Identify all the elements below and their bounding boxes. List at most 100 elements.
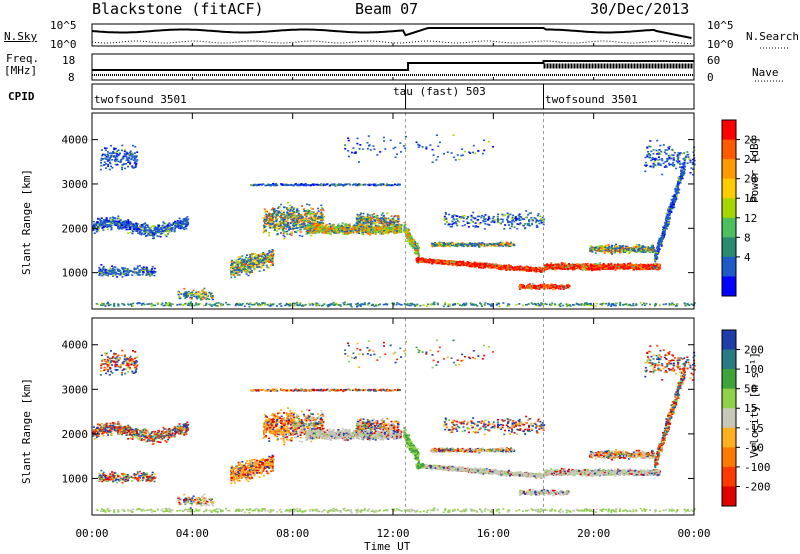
- power-echo-cell: [202, 294, 205, 297]
- power-echo-cell: [362, 216, 365, 219]
- nsearch-line: [91, 40, 692, 45]
- power-echo-cell: [112, 155, 115, 157]
- power-echo-cell: [201, 298, 204, 301]
- power-echo-cell: [271, 225, 274, 227]
- power-echo-cell: [232, 261, 235, 264]
- power-echo-cell: [113, 148, 116, 151]
- power-echo-cell: [396, 229, 399, 231]
- power-echo-cell: [260, 261, 263, 263]
- power-echo-cell: [276, 213, 278, 216]
- power-echo-cell: [368, 215, 371, 218]
- power-echo-cell: [305, 214, 308, 216]
- power-echo-cell: [319, 213, 322, 215]
- power-echo-cell: [268, 225, 271, 227]
- power-echo-cell: [150, 226, 153, 229]
- power-echo-cell: [319, 209, 322, 211]
- power-echo-cell: [275, 226, 278, 228]
- power-echo-cell: [120, 149, 123, 152]
- power-echo-cell: [323, 227, 326, 230]
- power-echo-cell: [251, 259, 254, 262]
- power-echo-cell: [337, 223, 340, 226]
- power-echo-cell: [113, 220, 116, 222]
- power-echo-cell: [291, 226, 294, 229]
- power-echo-cell: [124, 225, 127, 228]
- power-echo-cell: [270, 213, 273, 215]
- power-echo-cell: [311, 222, 314, 225]
- power-echo-cell: [127, 219, 130, 221]
- power-echo-cell: [235, 261, 238, 263]
- power-echo-cell: [293, 206, 296, 209]
- power-echo-cell: [146, 229, 149, 231]
- power-echo-cell: [250, 184, 253, 186]
- power-echo-cell: [290, 221, 293, 223]
- power-echo-cell: [392, 184, 395, 187]
- power-echo-cell: [519, 265, 522, 267]
- power-echo-cell: [282, 227, 285, 229]
- power-echo-cell: [292, 227, 295, 230]
- power-echo-cell: [368, 221, 371, 224]
- power-echo-cell: [376, 231, 378, 233]
- power-echo-cell: [183, 220, 186, 222]
- power-echo-cell: [289, 222, 292, 225]
- power-echo-cell: [178, 224, 181, 227]
- power-echo-cell: [311, 232, 314, 234]
- power-echo-cell: [115, 164, 118, 166]
- power-echo-cell: [318, 217, 321, 219]
- power-echo-cell: [150, 269, 153, 272]
- power-echo-cell: [197, 295, 200, 298]
- power-echo-cell: [335, 232, 337, 234]
- power-echo-cell: [143, 227, 146, 230]
- power-echo-cell: [233, 268, 235, 270]
- power-echo-cell: [244, 270, 247, 273]
- power-echo-cell: [116, 155, 119, 158]
- power-echo-cell: [300, 183, 303, 186]
- power-echo-cell: [392, 217, 395, 220]
- power-echo-cell: [383, 227, 386, 230]
- power-echo-cell: [379, 232, 382, 235]
- power-echo-cell: [271, 215, 274, 218]
- power-echo-cell: [386, 223, 389, 226]
- power-echo-cell: [105, 147, 108, 149]
- power-echo-cell: [126, 224, 128, 227]
- power-echo-cell: [127, 232, 130, 234]
- power-echo-cell: [396, 224, 399, 226]
- power-echo-cell: [247, 259, 250, 262]
- power-echo-cell: [371, 216, 374, 218]
- power-echo-cell: [376, 224, 379, 227]
- power-echo-cell: [124, 223, 127, 225]
- power-echo-cell: [111, 159, 114, 161]
- power-echo-cell: [314, 228, 316, 230]
- power-echo-cell: [377, 219, 380, 222]
- power-echo-cell: [255, 260, 257, 263]
- power-echo-cell: [321, 217, 324, 219]
- power-echo-cell: [235, 268, 238, 270]
- power-echo-cell: [171, 226, 174, 229]
- power-echo-cell: [109, 157, 112, 159]
- power-echo-cell: [184, 292, 187, 294]
- power-echo-cell: [283, 206, 285, 209]
- power-echo-cell: [238, 266, 241, 269]
- power-echo-cell: [265, 225, 267, 228]
- power-echo-cell: [151, 225, 154, 228]
- power-echo-cell: [153, 233, 156, 235]
- power-echo-cell: [177, 293, 180, 296]
- power-echo-cell: [100, 270, 103, 273]
- power-echo-cell: [269, 221, 271, 223]
- power-echo-cell: [121, 164, 124, 166]
- power-echo-cell: [310, 210, 313, 213]
- power-echo-cell: [396, 215, 399, 218]
- power-echo-cell: [170, 230, 173, 232]
- power-echo-cell: [153, 267, 156, 270]
- power-echo-cell: [145, 224, 148, 226]
- power-echo-cell: [135, 154, 138, 157]
- power-echo-cell: [344, 229, 347, 231]
- power-echo-cell: [131, 153, 134, 156]
- power-echo-cell: [140, 224, 143, 226]
- power-echo-cell: [333, 230, 336, 232]
- power-echo-cell: [176, 226, 178, 228]
- power-echo-cell: [301, 205, 303, 207]
- power-echo-cell: [248, 263, 251, 266]
- power-echo-cell: [317, 207, 320, 210]
- power-echo-cell: [271, 217, 274, 220]
- power-echo-cell: [383, 219, 386, 221]
